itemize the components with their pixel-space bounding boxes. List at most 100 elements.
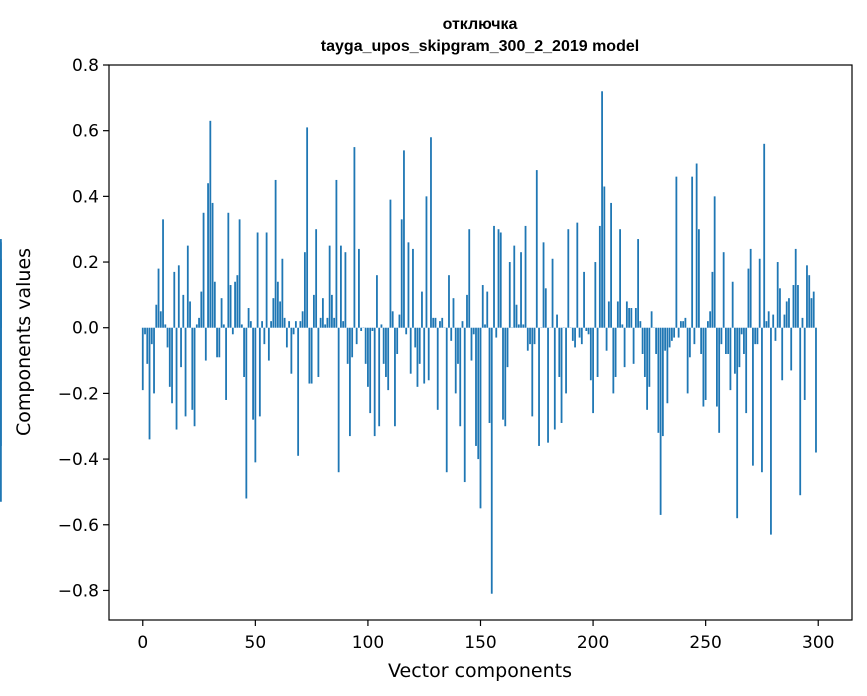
bar-219 bbox=[634, 308, 637, 328]
y-tick-label: −0.2 bbox=[58, 384, 99, 404]
bar-263 bbox=[734, 327, 736, 374]
x-tick-label: 50 bbox=[245, 633, 267, 653]
bar-170 bbox=[524, 225, 527, 328]
bar-20 bbox=[186, 245, 189, 328]
bar-142 bbox=[461, 321, 464, 328]
bar-83 bbox=[328, 245, 331, 328]
bar-288 bbox=[790, 327, 793, 371]
bar-25 bbox=[198, 317, 200, 328]
y-tick-label: −0.6 bbox=[58, 516, 99, 536]
bar-229 bbox=[657, 327, 660, 433]
bar-30 bbox=[209, 120, 212, 328]
bar-289 bbox=[792, 285, 795, 328]
bar-260 bbox=[727, 327, 730, 354]
bar-19 bbox=[184, 327, 187, 417]
bar-205 bbox=[603, 186, 606, 328]
bar-96 bbox=[358, 248, 360, 328]
bar-298 bbox=[812, 291, 815, 328]
bar-224 bbox=[646, 327, 649, 410]
bar-104 bbox=[376, 275, 378, 328]
bar-223 bbox=[643, 327, 646, 377]
bar-123 bbox=[418, 327, 421, 364]
bar-18 bbox=[182, 294, 185, 328]
bar-236 bbox=[673, 327, 676, 338]
bar-231 bbox=[661, 327, 664, 437]
bar-220 bbox=[637, 239, 640, 328]
x-tick-label: 250 bbox=[689, 633, 721, 653]
bar-44 bbox=[240, 324, 243, 328]
bar-295 bbox=[806, 265, 808, 328]
bar-230 bbox=[659, 327, 662, 515]
bar-94 bbox=[353, 147, 356, 328]
bar-125 bbox=[423, 327, 426, 384]
bar-276 bbox=[763, 143, 766, 328]
bar-67 bbox=[292, 327, 295, 335]
bar-23 bbox=[193, 327, 196, 427]
bar-117 bbox=[405, 327, 408, 335]
bar-268 bbox=[745, 327, 748, 414]
bar-274 bbox=[758, 258, 761, 328]
bar-108 bbox=[385, 327, 387, 377]
bar-undefined bbox=[0, 304, 2, 328]
bar-225 bbox=[648, 327, 651, 387]
bar-208 bbox=[610, 202, 612, 328]
bar-192 bbox=[574, 327, 576, 348]
bar-161 bbox=[504, 327, 507, 427]
bar-13 bbox=[171, 327, 173, 404]
y-tick-label: −0.4 bbox=[58, 450, 99, 470]
bar-119 bbox=[409, 327, 412, 374]
bar-0 bbox=[141, 327, 144, 391]
bar-11 bbox=[166, 327, 169, 348]
bar-32 bbox=[213, 281, 216, 328]
bar-291 bbox=[797, 285, 799, 328]
bar-27 bbox=[202, 212, 205, 328]
bar-126 bbox=[425, 196, 428, 328]
bar-101 bbox=[369, 327, 372, 414]
bar-211 bbox=[616, 301, 619, 328]
bar-144 bbox=[466, 294, 468, 328]
bar-255 bbox=[716, 327, 718, 407]
bar-undefined bbox=[0, 327, 2, 381]
bar-70 bbox=[299, 321, 302, 328]
bar-162 bbox=[506, 327, 509, 368]
bar-217 bbox=[630, 308, 633, 328]
bar-37 bbox=[225, 327, 227, 400]
x-tick-label: 0 bbox=[137, 633, 148, 653]
bar-46 bbox=[245, 327, 248, 499]
bar-89 bbox=[342, 321, 345, 328]
bar-250 bbox=[704, 327, 707, 400]
bar-140 bbox=[457, 327, 459, 364]
bar-158 bbox=[497, 229, 500, 328]
bar-235 bbox=[670, 327, 673, 341]
bar-77 bbox=[315, 229, 318, 328]
bar-141 bbox=[459, 327, 462, 427]
bar-191 bbox=[571, 327, 574, 341]
bar-62 bbox=[281, 258, 284, 328]
bar-239 bbox=[679, 321, 682, 328]
bar-232 bbox=[664, 327, 667, 351]
bar-168 bbox=[520, 252, 522, 328]
y-tick-label: 0.4 bbox=[72, 187, 99, 207]
bar-81 bbox=[324, 324, 327, 328]
bar-206 bbox=[605, 327, 608, 351]
bar-292 bbox=[799, 327, 802, 496]
bar-272 bbox=[754, 327, 757, 345]
bar-173 bbox=[531, 327, 534, 417]
bar-221 bbox=[639, 321, 642, 328]
bar-76 bbox=[312, 294, 315, 328]
y-tick-label: 0.0 bbox=[72, 319, 99, 339]
y-tick-label: 0.8 bbox=[72, 56, 99, 76]
y-axis-label: Components values bbox=[13, 248, 35, 436]
bar-149 bbox=[477, 327, 480, 460]
bar-139 bbox=[454, 327, 457, 394]
bar-4 bbox=[150, 327, 153, 345]
bar-143 bbox=[463, 327, 466, 483]
bar-120 bbox=[412, 248, 414, 328]
x-tick-label: 200 bbox=[577, 633, 609, 653]
bar-176 bbox=[538, 327, 540, 446]
bar-95 bbox=[355, 327, 358, 345]
bar-73 bbox=[306, 127, 309, 328]
bar-5 bbox=[153, 327, 155, 394]
bar-10 bbox=[164, 324, 167, 328]
bar-16 bbox=[177, 265, 180, 328]
